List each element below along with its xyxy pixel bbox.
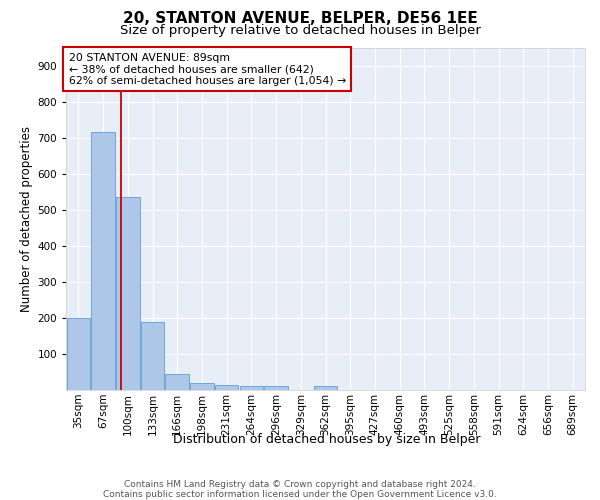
Bar — [239, 386, 263, 390]
Bar — [67, 318, 90, 390]
Bar — [314, 386, 337, 390]
Text: 20, STANTON AVENUE, BELPER, DE56 1EE: 20, STANTON AVENUE, BELPER, DE56 1EE — [122, 11, 478, 26]
Bar — [166, 374, 189, 390]
Bar — [215, 384, 238, 390]
Bar — [91, 132, 115, 390]
Text: Size of property relative to detached houses in Belper: Size of property relative to detached ho… — [119, 24, 481, 37]
Y-axis label: Number of detached properties: Number of detached properties — [20, 126, 33, 312]
Text: Contains HM Land Registry data © Crown copyright and database right 2024.
Contai: Contains HM Land Registry data © Crown c… — [103, 480, 497, 499]
Text: 20 STANTON AVENUE: 89sqm
← 38% of detached houses are smaller (642)
62% of semi-: 20 STANTON AVENUE: 89sqm ← 38% of detach… — [68, 52, 346, 86]
Text: Distribution of detached houses by size in Belper: Distribution of detached houses by size … — [173, 432, 481, 446]
Bar — [141, 322, 164, 390]
Bar — [116, 197, 140, 390]
Bar — [265, 386, 288, 390]
Bar — [190, 383, 214, 390]
